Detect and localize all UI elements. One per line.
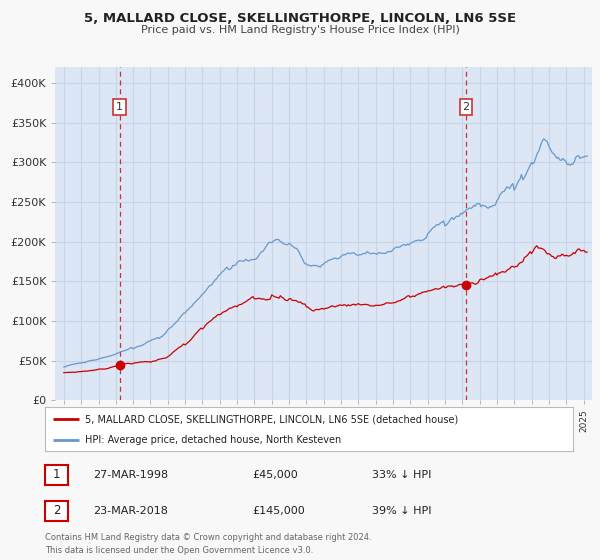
Text: 2: 2 [53, 504, 60, 517]
Text: 33% ↓ HPI: 33% ↓ HPI [372, 470, 431, 480]
Text: 23-MAR-2018: 23-MAR-2018 [93, 506, 168, 516]
Text: 5, MALLARD CLOSE, SKELLINGTHORPE, LINCOLN, LN6 5SE: 5, MALLARD CLOSE, SKELLINGTHORPE, LINCOL… [84, 12, 516, 25]
Text: £145,000: £145,000 [252, 506, 305, 516]
Text: 5, MALLARD CLOSE, SKELLINGTHORPE, LINCOLN, LN6 5SE (detached house): 5, MALLARD CLOSE, SKELLINGTHORPE, LINCOL… [85, 414, 458, 424]
Text: Price paid vs. HM Land Registry's House Price Index (HPI): Price paid vs. HM Land Registry's House … [140, 25, 460, 35]
Text: 39% ↓ HPI: 39% ↓ HPI [372, 506, 431, 516]
Text: HPI: Average price, detached house, North Kesteven: HPI: Average price, detached house, Nort… [85, 435, 341, 445]
Text: 2: 2 [463, 102, 470, 112]
Text: 1: 1 [53, 468, 60, 482]
Text: 1: 1 [116, 102, 123, 112]
Text: £45,000: £45,000 [252, 470, 298, 480]
Text: Contains HM Land Registry data © Crown copyright and database right 2024.
This d: Contains HM Land Registry data © Crown c… [45, 533, 371, 554]
Text: 27-MAR-1998: 27-MAR-1998 [93, 470, 168, 480]
